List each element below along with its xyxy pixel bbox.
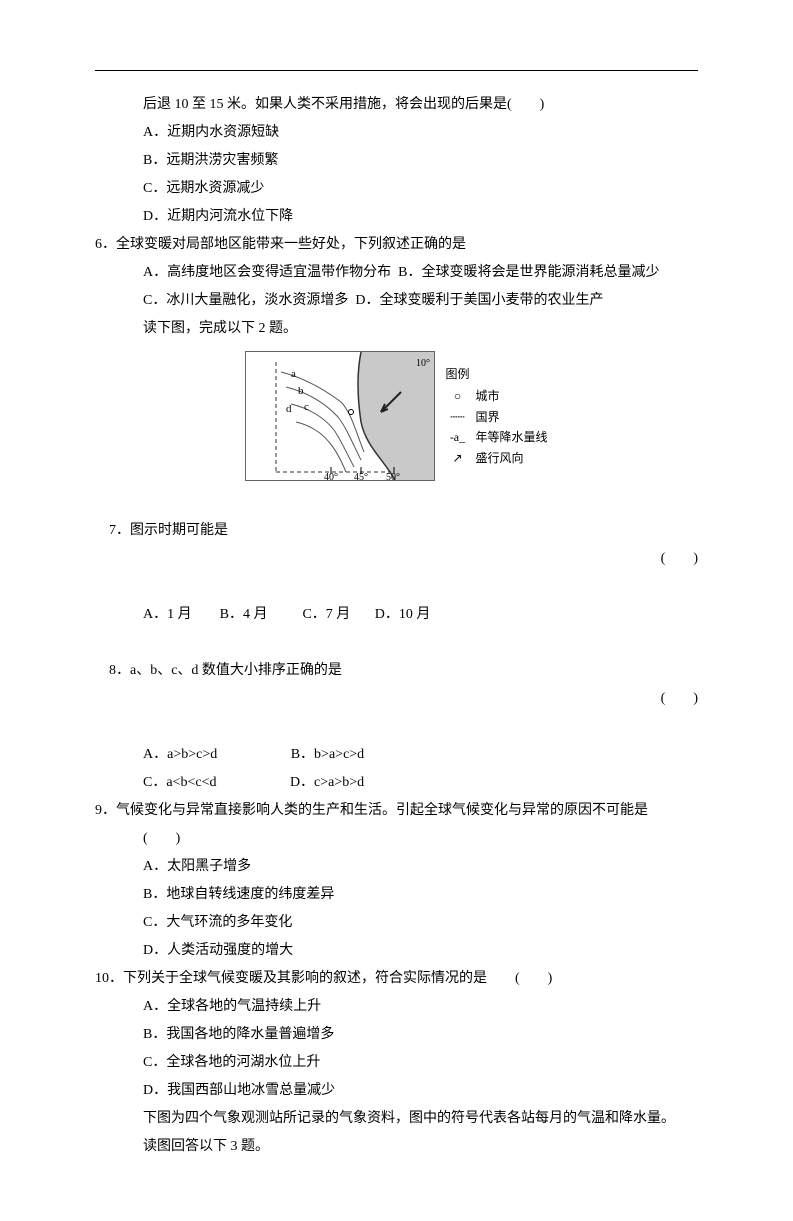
exam-page: 后退 10 至 15 米。如果人类不采用措施，将会出现的后果是( ) A．近期内…: [0, 0, 793, 1221]
map-svg: 10° 40° 45° 50° a b c d: [246, 352, 435, 481]
q5-opt-d: D．近期内河流水位下降: [95, 203, 698, 231]
q9-opt-b: B．地球自转线速度的纬度差异: [95, 881, 698, 909]
legend-isoline-label: 年等降水量线: [475, 427, 547, 447]
q10-readfig2: 读图回答以下 3 题。: [95, 1133, 698, 1161]
q8-row1: A．a>b>c>d B．b>a>c>d: [95, 741, 698, 769]
legend-border-label: 国界: [475, 407, 499, 427]
city-marker: [349, 410, 354, 415]
q8-row2: C．a<b<c<d D．c>a>b>d: [95, 769, 698, 797]
legend-wind: ↗ 盛行风向: [445, 448, 547, 468]
lon-label-3: 50°: [386, 472, 400, 481]
q9-paren: ( ): [95, 825, 698, 853]
city-icon: ○: [445, 386, 469, 406]
q7-paren: ( ): [661, 545, 698, 573]
legend: 图例 ○ 城市 ┄┄ 国界 -a_ 年等降水量线 ↗ 盛行风向: [445, 364, 547, 468]
q7-stem-row: 7．图示时期可能是 ( ): [95, 489, 698, 601]
lat-label: 10°: [416, 358, 430, 369]
legend-isoline: -a_ 年等降水量线: [445, 427, 547, 447]
legend-title: 图例: [445, 364, 547, 384]
isoline-icon: -a_: [445, 427, 469, 447]
legend-wind-label: 盛行风向: [475, 448, 523, 468]
iso-label-d: d: [286, 403, 292, 415]
q9-stem: 9．气候变化与异常直接影响人类的生产和生活。引起全球气候变化与异常的原因不可能是: [95, 797, 698, 825]
q5-intro: 后退 10 至 15 米。如果人类不采用措施，将会出现的后果是( ): [95, 91, 698, 119]
top-rule: [95, 70, 698, 71]
q8-stem: 8．a、b、c、d 数值大小排序正确的是: [109, 663, 342, 678]
q9-opt-a: A．太阳黑子增多: [95, 853, 698, 881]
q8-paren: ( ): [661, 685, 698, 713]
q10-opt-c: C．全球各地的河湖水位上升: [95, 1049, 698, 1077]
q5-opt-c: C．远期水资源减少: [95, 175, 698, 203]
q6-readfig: 读下图，完成以下 2 题。: [95, 315, 698, 343]
iso-label-c: c: [304, 401, 309, 413]
q10-opt-b: B．我国各地的降水量普遍增多: [95, 1021, 698, 1049]
q8-stem-row: 8．a、b、c、d 数值大小排序正确的是 ( ): [95, 629, 698, 741]
q9-opt-c: C．大气环流的多年变化: [95, 909, 698, 937]
figure-container: 10° 40° 45° 50° a b c d 图例 ○ 城市 ┄┄: [95, 351, 698, 481]
wind-icon: ↗: [445, 448, 469, 468]
q7-opts: A．1 月 B．4 月 C．7 月 D．10 月: [95, 601, 698, 629]
legend-city-label: 城市: [475, 386, 499, 406]
map-diagram: 10° 40° 45° 50° a b c d: [245, 351, 435, 481]
iso-label-b: b: [298, 385, 304, 397]
q6-opts-row1: A．高纬度地区会变得适宜温带作物分布 B．全球变暖将会是世界能源消耗总量减少: [95, 259, 698, 287]
q7-stem: 7．图示时期可能是: [109, 523, 228, 538]
legend-city: ○ 城市: [445, 386, 547, 406]
q6-stem: 6．全球变暖对局部地区能带来一些好处，下列叙述正确的是: [95, 231, 698, 259]
q5-opt-b: B．远期洪涝灾害频繁: [95, 147, 698, 175]
legend-border: ┄┄ 国界: [445, 407, 547, 427]
q6-opts-row2: C．冰川大量融化，淡水资源增多 D．全球变暖利于美国小麦带的农业生产: [95, 287, 698, 315]
border-icon: ┄┄: [445, 407, 469, 427]
q10-opt-d: D．我国西部山地冰雪总量减少: [95, 1077, 698, 1105]
q9-opt-d: D．人类活动强度的增大: [95, 937, 698, 965]
q10-opt-a: A．全球各地的气温持续上升: [95, 993, 698, 1021]
iso-label-a: a: [291, 368, 296, 380]
q10-readfig: 下图为四个气象观测站所记录的气象资料，图中的符号代表各站每月的气温和降水量。: [95, 1105, 698, 1133]
q10-stem: 10．下列关于全球气候变暖及其影响的叙述，符合实际情况的是 ( ): [95, 965, 698, 993]
q5-opt-a: A．近期内水资源短缺: [95, 119, 698, 147]
